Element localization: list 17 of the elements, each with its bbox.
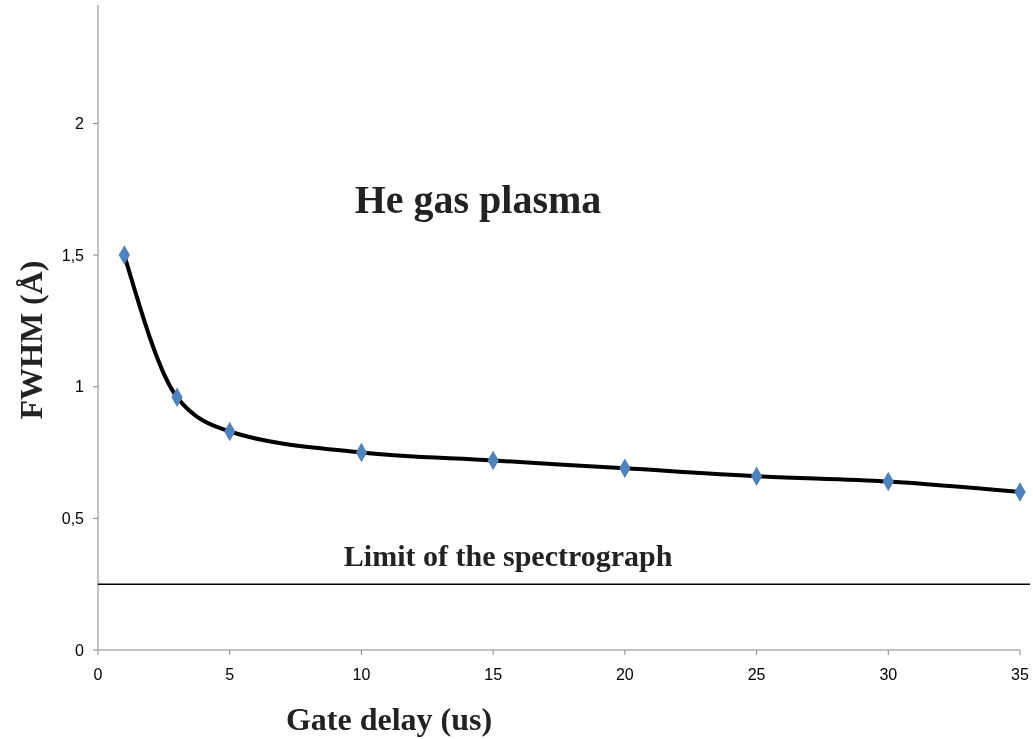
x-tick-label: 5	[225, 666, 235, 683]
x-tick-label: 20	[615, 666, 634, 683]
y-tick-label: 0,5	[61, 509, 85, 527]
x-tick-label: 35	[1011, 666, 1029, 683]
y-axis-title: FWHM (Å)	[13, 260, 49, 420]
x-tick-label: 0	[93, 666, 103, 683]
x-tick-label: 30	[879, 666, 898, 683]
x-tick-label: 15	[484, 666, 503, 683]
y-tick-label: 1	[75, 378, 85, 396]
y-tick-label: 1,5	[61, 246, 85, 264]
x-tick-label: 25	[747, 666, 766, 683]
x-axis-title: Gate delay (us)	[285, 701, 493, 737]
ref-line-label: Limit of the spectrograph	[343, 539, 673, 573]
x-tick-label: 10	[352, 666, 371, 683]
y-tick-label: 2	[75, 115, 85, 133]
y-tick-label: 0	[75, 641, 85, 659]
text: He gas plasma	[354, 177, 602, 222]
